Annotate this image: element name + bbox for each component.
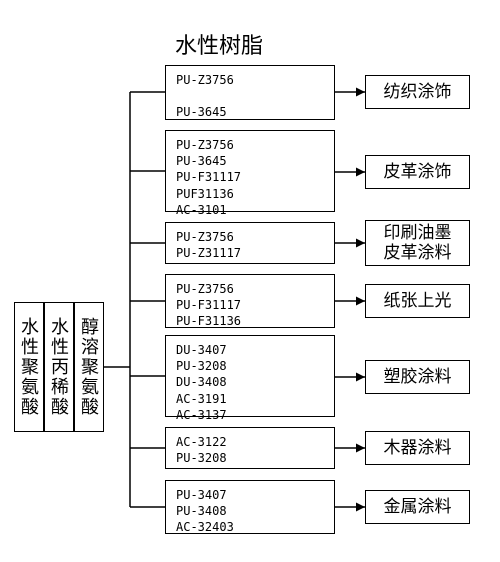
product-code: AC-32403 <box>176 519 324 535</box>
product-code: PU-3408 <box>176 503 324 519</box>
product-code: PU-3407 <box>176 487 324 503</box>
product-code: PU-3208 <box>176 450 324 466</box>
product-code: PU-Z3756 <box>176 229 324 245</box>
product-code: AC-3101 <box>176 202 324 218</box>
product-code: DU-3407 <box>176 342 324 358</box>
diagram-title: 水性树脂 <box>175 28 263 60</box>
category-label: 醇溶聚氨酸 <box>76 317 102 417</box>
product-code: AC-3122 <box>176 434 324 450</box>
product-code: PU-Z3756 <box>176 281 324 297</box>
cat-aqueous-pu: 水性聚氨酸 <box>14 302 44 432</box>
product-code: AC-3191 <box>176 391 324 407</box>
cat-aqueous-acrylic: 水性丙稀酸 <box>44 302 74 432</box>
product-code: PU-3645 <box>176 104 324 120</box>
product-code: PU-Z31117 <box>176 245 324 261</box>
product-code: DU-3408 <box>176 374 324 390</box>
cat-alcohol-pu: 醇溶聚氨酸 <box>74 302 104 432</box>
product-code: PU-F31117 <box>176 169 324 185</box>
app-box-wood-coating: 木器涂料 <box>365 431 470 465</box>
code-box-printing-ink: PU-Z3756PU-Z31117 <box>165 222 335 264</box>
product-code: PUF31136 <box>176 186 324 202</box>
code-box-textile: PU-Z3756 PU-3645 <box>165 65 335 120</box>
category-label: 水性丙稀酸 <box>46 317 72 417</box>
product-code: PU-F31136 <box>176 313 324 329</box>
code-box-plastic-coating: DU-3407PU-3208DU-3408AC-3191AC-3137 <box>165 335 335 417</box>
product-code: PU-Z3756 <box>176 72 324 88</box>
product-code: PU-3208 <box>176 358 324 374</box>
app-box-paper-polish: 纸张上光 <box>365 284 470 318</box>
code-box-leather-finish: PU-Z3756PU-3645PU-F31117PUF31136AC-3101 <box>165 130 335 212</box>
product-code: PU-F31117 <box>176 297 324 313</box>
code-box-paper-polish: PU-Z3756PU-F31117PU-F31136 <box>165 274 335 328</box>
product-code <box>176 88 324 104</box>
code-box-wood-coating: AC-3122PU-3208 <box>165 427 335 469</box>
app-box-metal-coating: 金属涂料 <box>365 490 470 524</box>
product-code: PU-3645 <box>176 153 324 169</box>
code-box-metal-coating: PU-3407PU-3408AC-32403 <box>165 480 335 534</box>
category-label: 水性聚氨酸 <box>16 317 42 417</box>
app-box-plastic-coating: 塑胶涂料 <box>365 360 470 394</box>
product-code: AC-3137 <box>176 407 324 423</box>
app-box-leather-finish: 皮革涂饰 <box>365 155 470 189</box>
app-box-printing-ink: 印刷油墨 皮革涂料 <box>365 220 470 266</box>
product-code: PU-Z3756 <box>176 137 324 153</box>
app-box-textile: 纺织涂饰 <box>365 75 470 109</box>
